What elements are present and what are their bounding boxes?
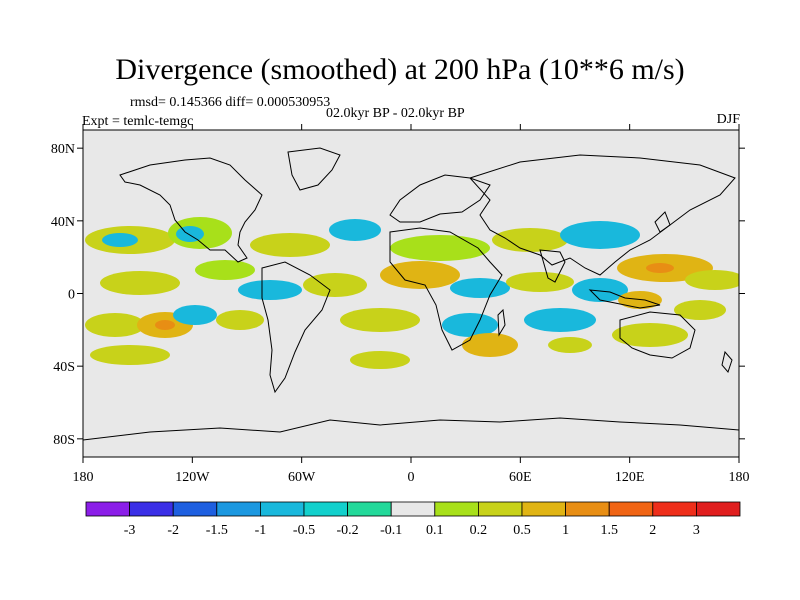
- colorbar-swatch: [477, 501, 523, 517]
- lat-tick-label: 40S: [53, 360, 75, 375]
- anomaly-region: [674, 300, 726, 320]
- anomaly-region: [450, 278, 510, 298]
- anomaly-region: [90, 345, 170, 365]
- anomaly-field: [85, 217, 739, 369]
- anomaly-region: [176, 226, 204, 242]
- lat-tick-label: 80S: [53, 433, 75, 448]
- anomaly-region: [524, 308, 596, 332]
- coastline-india: [539, 249, 566, 283]
- anomaly-region: [173, 305, 217, 325]
- colorbar-label: -1: [255, 523, 267, 538]
- anomaly-region: [390, 235, 490, 261]
- lat-tick-label: 40N: [51, 215, 75, 230]
- anomaly-region: [612, 323, 688, 347]
- coastline-asia: [469, 154, 736, 276]
- anomaly-region: [685, 270, 739, 290]
- colorbar-label: 1: [562, 523, 569, 538]
- colorbar-swatch: [652, 501, 697, 517]
- colorbar-swatch: [390, 501, 436, 517]
- coastline-north-america: [119, 157, 263, 263]
- colorbar-swatch: [172, 501, 218, 517]
- coastline-australia: [619, 311, 696, 359]
- anomaly-region: [238, 280, 302, 300]
- anomaly-region: [216, 310, 264, 330]
- anomaly-region: [462, 333, 518, 357]
- colorbar-label: -0.2: [337, 523, 359, 538]
- lat-tick-label: 0: [68, 288, 75, 303]
- colorbar-swatch: [434, 501, 479, 517]
- coastline-greenland: [287, 147, 341, 191]
- colorbar-label: 2: [649, 523, 656, 538]
- colorbar-label: -2: [167, 523, 179, 538]
- coastline-south-america: [261, 261, 331, 394]
- colorbar-label: 0.1: [426, 523, 444, 538]
- lat-tick-label: 80N: [51, 142, 75, 157]
- anomaly-region: [155, 320, 175, 330]
- latitude-axis: 80N 40N 0 40S 80S: [51, 142, 745, 448]
- coastline-antarctica: [83, 417, 739, 441]
- colorbar-swatch: [303, 501, 348, 517]
- anomaly-region: [548, 337, 592, 353]
- experiment-label: Expt = temlc-temgc: [82, 114, 194, 129]
- coastline-japan: [654, 211, 671, 233]
- anomaly-region: [442, 313, 498, 337]
- anomaly-region: [195, 260, 255, 280]
- anomaly-region: [329, 219, 381, 241]
- lon-tick-label: 180: [729, 470, 750, 485]
- anomaly-region: [506, 272, 574, 292]
- colorbar-swatch: [521, 501, 566, 517]
- colorbar-swatch: [85, 501, 130, 517]
- colorbar-label: -0.5: [293, 523, 315, 538]
- colorbar-label: 3: [693, 523, 700, 538]
- colorbar-swatch: [347, 501, 392, 517]
- coastline-indonesia: [588, 289, 661, 309]
- lon-tick-label: 60W: [288, 470, 316, 485]
- stats-text: rmsd= 0.145366 diff= 0.000530953: [130, 95, 331, 110]
- season-label: DJF: [716, 112, 740, 127]
- colorbar-label: -0.1: [380, 523, 402, 538]
- anomaly-region: [560, 221, 640, 249]
- colorbar: -3 -2 -1.5 -1 -0.5 -0.2 -0.1 0.1 0.2 0.5 1 1.5 2 3: [85, 501, 741, 538]
- anomaly-region: [350, 351, 410, 369]
- coastline-europe: [389, 174, 491, 223]
- colorbar-label: -1.5: [206, 523, 228, 538]
- anomaly-region: [492, 228, 568, 252]
- lon-tick-label: 120E: [615, 470, 645, 485]
- colorbar-swatch: [608, 501, 654, 517]
- anomaly-region: [100, 271, 180, 295]
- lon-tick-label: 180: [73, 470, 94, 485]
- colorbar-swatch: [259, 501, 305, 517]
- anomaly-region: [303, 273, 367, 297]
- anomaly-region: [646, 263, 674, 273]
- lon-tick-label: 0: [408, 470, 415, 485]
- colorbar-label: 0.2: [470, 523, 488, 538]
- lon-tick-label: 120W: [175, 470, 210, 485]
- plot-title: Divergence (smoothed) at 200 hPa (10**6 …: [115, 53, 685, 86]
- anomaly-region: [250, 233, 330, 257]
- lon-tick-label: 60E: [509, 470, 532, 485]
- longitude-axis: 180 120W 60W 0 60E 120E 180: [73, 124, 750, 485]
- anomaly-region: [102, 233, 138, 247]
- coastline-africa: [389, 227, 503, 351]
- anomaly-region: [572, 278, 628, 302]
- colorbar-label: -3: [124, 523, 136, 538]
- colorbar-swatch: [216, 501, 261, 517]
- colorbar-swatch: [129, 501, 174, 517]
- colorbar-label: 0.5: [513, 523, 531, 538]
- anomaly-region: [380, 261, 460, 289]
- period-label: 02.0kyr BP - 02.0kyr BP: [326, 106, 465, 121]
- coastline-madagascar: [497, 308, 506, 337]
- colorbar-label: 1.5: [600, 523, 618, 538]
- colorbar-swatch: [696, 501, 741, 517]
- colorbar-swatch: [565, 501, 610, 517]
- coastlines: [83, 147, 739, 441]
- anomaly-region: [85, 313, 145, 337]
- anomaly-region: [340, 308, 420, 332]
- coastline-new-zealand: [721, 350, 733, 373]
